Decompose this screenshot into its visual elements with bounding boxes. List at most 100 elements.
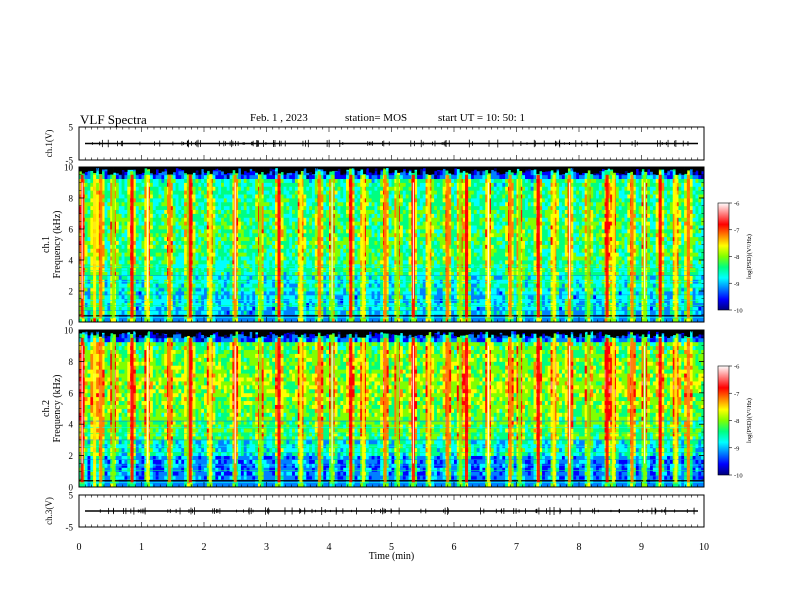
ch1-spectrogram-cell [206,244,211,249]
ch1-spectrogram-cell [357,209,361,214]
ch1-spectrogram-cell [323,225,327,230]
ch1-spectrogram-cell [385,283,390,288]
ch1-spectrogram-cell [306,294,310,300]
ch1-spectrogram-cell [431,275,435,280]
ch1-spectrogram-cell [212,256,216,261]
ch1-spectrogram-cell [431,232,435,238]
ch1-spectrogram-cell [380,178,384,183]
ch1-spectrogram-cell [311,287,316,292]
ch1-spectrogram-cell [280,174,284,180]
ch1-spectrogram-cell [385,182,390,187]
ch1-spectrogram-cell [195,232,199,238]
ch1-spectrogram-cell [229,190,233,195]
ch1-spectrogram-cell [175,225,179,230]
ch1-spectrogram-cell [380,267,384,273]
ch1-spectrogram-cell [263,287,267,292]
ch1-spectrogram-cell [260,252,265,257]
ch1-spectrogram-cell [292,267,296,273]
ch1-spectrogram-cell [323,221,327,226]
ch1-spectrogram-cell [206,302,211,307]
ch1-spectrogram-cell [357,221,361,226]
ch1-spectrogram-cell [419,310,424,315]
ch1-spectrogram-cell [303,170,307,176]
ch1-spectrogram-cell [380,229,384,234]
ch1-spectrogram-cell [169,294,174,300]
ch1-spectrogram-cell [246,201,250,207]
ch1-spectrogram-cell [150,205,154,211]
ch1-spectrogram-cell [365,167,370,172]
ch1-spectrogram-cell [263,275,267,280]
ch1-spectrogram-cell [124,287,128,292]
ch1-spectrogram-cell [87,221,91,226]
ch1-spectrogram-cell [337,256,341,261]
ch1-spectrogram-cell [306,225,310,230]
ch1-spectrogram-cell [272,240,276,245]
ch1-spectrogram-cell [402,167,407,172]
ch1-spectrogram-cell [206,275,211,280]
ch1-spectrogram-cell [309,252,313,257]
ch1-spectrogram-cell [292,306,296,311]
ch1-spectrogram-cell [385,244,390,249]
ch1-spectrogram-cell [280,217,284,222]
ch1-spectrogram-cell [158,275,162,280]
ch1-spectrogram-cell [127,267,131,273]
ch1-spectrogram-cell [351,186,355,191]
ch1-spectrogram-cell [229,318,233,323]
ch1-spectrogram-cell [294,236,299,242]
ch1-spectrogram-cell [215,256,219,261]
ch1-spectrogram-cell [87,252,91,257]
ch1-spectrogram-cell [294,256,299,261]
ch1-spectrogram-cell [414,174,418,180]
ch1-spectrogram-cell [243,186,248,191]
ch1-spectrogram-cell [340,283,344,288]
ch1-spectrogram-cell [292,186,296,191]
ch1-spectrogram-cell [243,260,248,265]
ch1-spectrogram-cell [118,252,123,257]
ch1-spectrogram-cell [107,225,111,230]
ch1-spectrogram-cell [275,217,279,222]
ch1-spectrogram-cell [391,271,395,276]
ch1-spectrogram-cell [204,182,208,187]
ch1-spectrogram-cell [201,221,205,226]
ch1-spectrogram-cell [121,190,125,195]
ch1-spectrogram-cell [87,170,91,176]
ch1-spectrogram-cell [226,236,230,242]
ch1-spectrogram-cell [326,194,330,199]
ch1-spectrogram-cell [169,232,174,238]
ch1-spectrogram-cell [192,201,196,207]
ch1-spectrogram-cell [252,260,256,265]
ch1-spectrogram-cell [104,244,108,249]
ch1-spectrogram-cell [184,248,188,253]
ch1-spectrogram-cell [107,240,111,245]
ch1-spectrogram-cell [360,318,364,323]
ch1-spectrogram-cell [121,291,125,296]
ch1-spectrogram-cell [204,310,208,315]
ch1-spectrogram-cell [141,217,145,222]
ch1-spectrogram-cell [240,190,245,195]
ch1-spectrogram-cell [422,287,426,292]
ch1-spectrogram-cell [138,186,142,191]
ch1-spectrogram-cell [368,275,373,280]
ch1-spectrogram-cell [360,194,364,199]
ch1-spectrogram-cell [101,201,105,207]
ch1-spectrogram-cell [229,267,233,273]
ch1-spectrogram-cell [132,298,137,304]
ch1-spectrogram-cell [354,244,358,249]
ch1-spectrogram-cell [346,294,350,300]
ch1-spectrogram-cell [124,260,128,265]
ch1-spectrogram-cell [158,198,162,203]
ch1-spectrogram-cell [351,229,355,234]
ch1-spectrogram-cell [223,225,228,230]
ch1-spectrogram-cell [192,174,196,180]
ch1-spectrogram-cell [346,205,350,211]
ch1-spectrogram-cell [255,310,259,315]
ch1-spectrogram-cell [158,256,162,261]
ch1-spectrogram-cell [348,167,353,172]
ch1-spectrogram-cell [337,294,341,300]
ch1-spectrogram-cell [334,201,338,207]
ch1-spectrogram-cell [229,306,233,311]
ch1-spectrogram-cell [283,302,287,307]
ch1-spectrogram-cell [124,256,128,261]
ch1-spectrogram-cell [343,252,347,257]
ch1-spectrogram-cell [104,178,108,183]
